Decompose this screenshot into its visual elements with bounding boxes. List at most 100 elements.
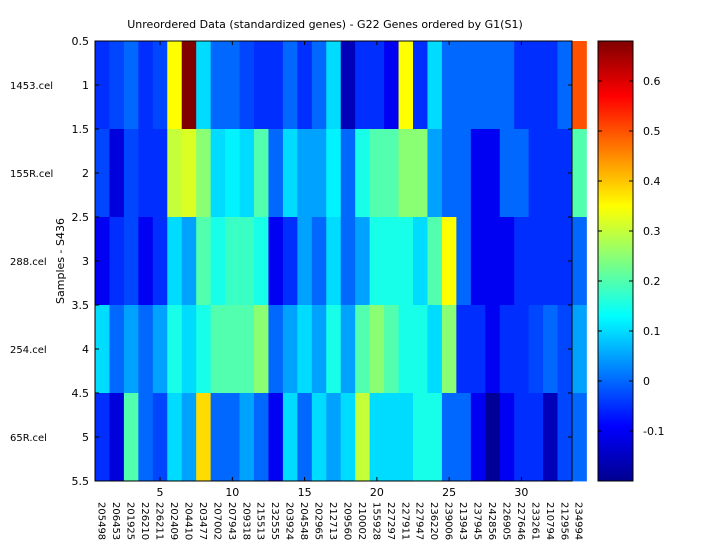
heatmap-cell <box>572 393 587 482</box>
colorbar-tick-label: 0.5 <box>643 125 661 138</box>
heatmap-cell <box>196 217 212 306</box>
gene-label: 209560_ <box>341 502 352 540</box>
heatmap-cell <box>485 393 501 482</box>
heatmap-cell <box>167 129 183 218</box>
heatmap-cell <box>427 393 443 482</box>
heatmap-cell <box>441 393 457 482</box>
heatmap-cell <box>297 393 313 482</box>
heatmap-cell <box>225 129 240 218</box>
gene-label: 210002_ <box>356 502 367 540</box>
gene-label: 203924_ <box>284 502 295 540</box>
heatmap-cell <box>340 305 356 394</box>
heatmap-cell <box>239 217 255 306</box>
heatmap-cell <box>95 41 110 130</box>
x-tick-label: 5 <box>157 486 164 499</box>
heatmap-cell <box>282 305 298 394</box>
heatmap-cell <box>167 41 183 130</box>
heatmap-cell <box>470 41 486 130</box>
gene-label: 213943_ <box>457 502 468 540</box>
y-axis: 0.5 1 1.5 2 2.5 3 3.5 4 4.5 5 5.5 <box>72 35 572 488</box>
heatmap-cell <box>109 393 125 482</box>
heatmap-cell <box>355 217 371 306</box>
heatmap-cell <box>123 41 139 130</box>
heatmap-cell <box>268 217 284 306</box>
heatmap-cell <box>152 393 168 482</box>
gene-label: 226210_ <box>139 502 150 540</box>
gene-label: 227646_ <box>515 502 526 540</box>
heatmap-cell <box>543 305 558 394</box>
heatmap-cell <box>528 41 544 130</box>
heatmap-cell <box>572 305 587 394</box>
heatmap-cell <box>282 217 298 306</box>
heatmap-cell <box>282 41 298 130</box>
heatmap-cell <box>326 217 342 306</box>
heatmap-cell <box>225 41 240 130</box>
heatmap-cell <box>456 305 472 394</box>
heatmap-cell <box>268 129 284 218</box>
heatmap-cell <box>210 41 226 130</box>
y-tick-label: 4 <box>82 343 89 356</box>
row-label: 65R.cel <box>10 433 47 444</box>
heatmap-cell <box>167 217 183 306</box>
y-tick-label: 0.5 <box>72 35 90 48</box>
gene-label: 206453_ <box>110 502 121 540</box>
heatmap-cell <box>485 129 501 218</box>
heatmap-cell <box>340 393 356 482</box>
x-tick-label: 20 <box>370 486 384 499</box>
heatmap-cell <box>398 129 414 218</box>
heatmap-cell <box>557 393 573 482</box>
heatmap-cell <box>311 129 327 218</box>
heatmap-cell <box>109 305 125 394</box>
y-tick-label: 1 <box>82 79 89 92</box>
heatmap-cell <box>514 217 530 306</box>
gene-label: 207002_ <box>211 502 222 540</box>
heatmap-cell <box>528 305 544 394</box>
heatmap-cell <box>413 41 428 130</box>
heatmap-cell <box>152 217 168 306</box>
heatmap-cell <box>123 129 139 218</box>
heatmap-cell <box>355 129 371 218</box>
y-axis-label: Samples - S436 <box>54 218 67 304</box>
heatmap-cell <box>470 305 486 394</box>
y-tick-label: 4.5 <box>72 387 90 400</box>
colorbar-tick-label: 0 <box>643 375 650 388</box>
gene-label: 204548_ <box>298 502 309 540</box>
row-label: 254.cel <box>10 345 47 356</box>
heatmap-cell <box>196 305 212 394</box>
heatmap-cell <box>282 393 298 482</box>
heatmap-cell <box>268 305 284 394</box>
heatmap-cell <box>543 217 558 306</box>
row-label: 155R.cel <box>10 169 53 180</box>
heatmap-cell <box>441 129 457 218</box>
heatmap-cell <box>384 305 399 394</box>
heatmap-cell <box>297 129 313 218</box>
heatmap-cell <box>225 217 240 306</box>
heatmap-cell <box>225 393 240 482</box>
heatmap-cell <box>123 305 139 394</box>
gene-label: 237945_ <box>472 502 483 540</box>
heatmap-cell <box>470 393 486 482</box>
colorbar-tick-label: 0.3 <box>643 225 661 238</box>
heatmap-cell <box>528 217 544 306</box>
chart-title: Unreordered Data (standardized genes) - … <box>127 18 523 31</box>
heatmap-cell <box>181 129 197 218</box>
heatmap-cell <box>557 217 573 306</box>
heatmap-cell <box>167 393 183 482</box>
heatmap-cell <box>384 217 399 306</box>
y-tick-label: 2 <box>82 167 89 180</box>
gene-label: 202409_ <box>168 502 179 540</box>
heatmap-cell <box>138 129 154 218</box>
heatmap-cell <box>297 305 313 394</box>
colorbar <box>597 40 634 482</box>
heatmap-cell <box>413 393 428 482</box>
heatmap-cell <box>152 305 168 394</box>
heatmap-cell <box>95 305 110 394</box>
heatmap-cell <box>254 393 269 482</box>
heatmap-cell <box>456 217 472 306</box>
heatmap-cell <box>254 305 269 394</box>
gene-label: 226905_ <box>500 502 511 540</box>
heatmap-cell <box>514 305 530 394</box>
heatmap-cell <box>572 217 587 306</box>
heatmap-cell <box>196 41 212 130</box>
